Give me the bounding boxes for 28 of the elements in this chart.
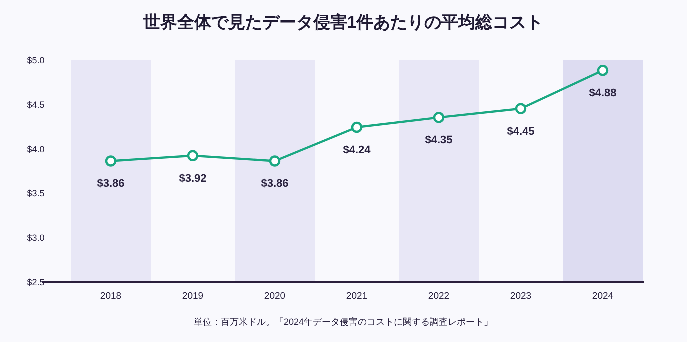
- x-tick-label: 2020: [264, 291, 286, 302]
- point: [269, 156, 281, 167]
- text: $4.45: [507, 126, 535, 138]
- point: [433, 112, 445, 124]
- y-tick-label: $3.5: [27, 188, 45, 199]
- point: [597, 65, 609, 76]
- text: $4.24: [343, 144, 371, 156]
- x-tick-label: 2023: [510, 291, 532, 302]
- y-tick-label: $3.0: [27, 233, 45, 244]
- x-tick-label: 2022: [428, 291, 450, 302]
- text: 単位：百万米ドル。「2024年データ侵害のコストに関する調査レポート」: [194, 317, 494, 327]
- x-tick-label: 2019: [182, 291, 204, 302]
- x-tick-label: 2018: [100, 291, 122, 302]
- text: $3.92: [179, 172, 207, 185]
- x-tick-label: 2024: [592, 291, 614, 302]
- chart-title: 世界全体で見たデータ侵害1件あたりの平均総コスト: [142, 13, 544, 32]
- point: [105, 156, 117, 167]
- text: $3.86: [97, 178, 125, 190]
- text: $4.88: [589, 88, 617, 100]
- y-tick-label: $4.0: [27, 144, 45, 154]
- point: [187, 150, 199, 162]
- y-tick-label: $5.0: [27, 56, 45, 66]
- y-tick-label: $4.5: [27, 100, 45, 110]
- point: [515, 103, 527, 114]
- point: [351, 122, 363, 134]
- text: $3.86: [261, 178, 289, 190]
- x-tick-label: 2021: [346, 291, 368, 302]
- text: $4.35: [425, 134, 453, 147]
